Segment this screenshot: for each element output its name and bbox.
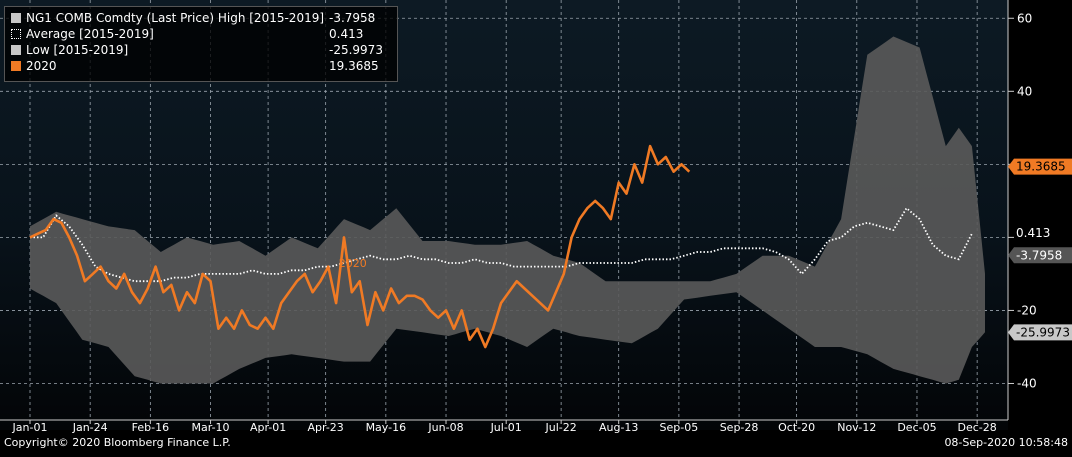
x-tick-label: Aug-13 (599, 421, 638, 434)
legend-swatch-high (11, 13, 21, 23)
copyright-text: Copyright© 2020 Bloomberg Finance L.P. (4, 436, 231, 449)
legend-value-high: -3.7958 (329, 11, 376, 25)
x-tick-label: Feb-16 (132, 421, 169, 434)
series-annotation: 2020 (339, 257, 367, 270)
end-label-high: -3.7958 (1016, 248, 1062, 262)
legend-label-2020: 2020 (26, 59, 57, 73)
x-tick-label: Apr-01 (250, 421, 286, 434)
x-tick-label: Apr-23 (308, 421, 344, 434)
legend-value-2020: 19.3685 (329, 59, 379, 73)
timestamp-text: 08-Sep-2020 10:58:48 (944, 436, 1068, 449)
x-tick-label: Jun-08 (427, 421, 463, 434)
end-label-2020-box (1008, 158, 1072, 175)
axis-background (1008, 0, 1072, 430)
high-low-band (30, 36, 985, 384)
end-label-average: 0.413 (1016, 226, 1050, 240)
x-tick-label: May-16 (366, 421, 407, 434)
end-value-labels: 19.3685 0.413 -3.7958 -25.9973 (1008, 158, 1072, 341)
legend-swatch-2020 (11, 61, 21, 71)
legend-row-low: Low [2015-2019] -25.9973 (11, 42, 391, 58)
x-tick-label: Jan-01 (12, 421, 48, 434)
legend-label-high: NG1 COMB Comdty (Last Price) High [2015-… (26, 11, 325, 25)
legend-row-2020: 2020 19.3685 (11, 58, 391, 74)
legend-swatch-low (11, 45, 21, 55)
legend-swatch-average (11, 29, 21, 39)
legend-value-low: -25.9973 (329, 43, 383, 57)
end-label-low: -25.9973 (1016, 325, 1070, 339)
x-tick-label: Sep-05 (660, 421, 699, 434)
x-tick-label: Jan-24 (72, 421, 108, 434)
x-tick-label: Nov-12 (837, 421, 876, 434)
range-band (30, 36, 985, 384)
x-tick-label: Mar-10 (192, 421, 230, 434)
y-tick-label: 60 (1017, 11, 1032, 25)
x-tick-label: Oct-20 (778, 421, 815, 434)
x-tick-label: Dec-28 (958, 421, 997, 434)
end-label-high-box (1008, 247, 1072, 264)
legend-label-low: Low [2015-2019] (26, 43, 129, 57)
legend: NG1 COMB Comdty (Last Price) High [2015-… (4, 6, 398, 82)
legend-row-average: Average [2015-2019] 0.413 (11, 26, 391, 42)
x-tick-label: Jul-01 (490, 421, 522, 434)
series-2020-line (29, 144, 691, 349)
legend-row-high: NG1 COMB Comdty (Last Price) High [2015-… (11, 10, 391, 26)
x-tick-label: Dec-05 (897, 421, 936, 434)
legend-value-average: 0.413 (329, 27, 364, 41)
end-label-2020: 19.3685 (1016, 160, 1066, 174)
x-tick-label: Sep-28 (720, 421, 759, 434)
y-tick-label: -40 (1017, 376, 1037, 390)
average-line (30, 206, 973, 283)
y-tick-label: 40 (1017, 84, 1032, 98)
end-label-low-box (1008, 324, 1072, 341)
legend-label-average: Average [2015-2019] (26, 27, 154, 41)
x-tick-label: Jul-22 (545, 421, 577, 434)
y-axis: 60 40 -20 -40 (1007, 0, 1037, 420)
y-tick-label: -20 (1017, 303, 1037, 317)
series-lines (29, 144, 973, 349)
annotations: 2020 (339, 257, 367, 270)
x-axis: Jan-01 Jan-24 Feb-16 Mar-10 Apr-01 Apr-23 May-… (0, 419, 1008, 434)
